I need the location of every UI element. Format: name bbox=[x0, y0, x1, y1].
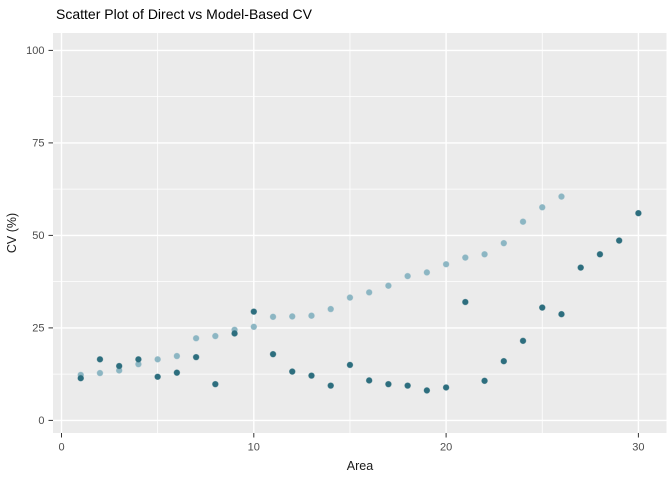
data-point-direct bbox=[538, 304, 546, 311]
y-tick-label: 100 bbox=[26, 45, 44, 57]
data-point-direct bbox=[519, 337, 527, 345]
data-point-model-based bbox=[423, 269, 431, 276]
chart-title: Scatter Plot of Direct vs Model-Based CV bbox=[56, 6, 313, 22]
y-tick-label: 25 bbox=[32, 323, 44, 335]
data-point-model-based bbox=[346, 294, 354, 301]
data-point-direct bbox=[481, 377, 488, 385]
data-point-direct bbox=[442, 384, 450, 391]
data-point-direct bbox=[288, 368, 296, 375]
data-point-model-based bbox=[462, 254, 469, 261]
data-point-direct bbox=[269, 350, 277, 358]
data-point-model-based bbox=[192, 334, 200, 342]
y-tick-label: 0 bbox=[38, 415, 44, 427]
data-point-direct bbox=[115, 362, 123, 370]
data-point-model-based bbox=[288, 313, 296, 320]
data-point-model-based bbox=[558, 193, 565, 200]
data-point-direct bbox=[327, 382, 335, 389]
data-point-direct bbox=[365, 377, 373, 384]
data-point-model-based bbox=[365, 289, 373, 296]
y-tick-label: 75 bbox=[32, 138, 44, 150]
data-point-direct bbox=[558, 310, 565, 318]
data-point-direct bbox=[135, 356, 142, 363]
x-tick-label: 10 bbox=[248, 442, 260, 454]
data-point-direct bbox=[596, 250, 604, 258]
data-point-direct bbox=[462, 298, 469, 306]
x-axis-title: Area bbox=[347, 459, 373, 473]
data-point-model-based bbox=[327, 305, 335, 313]
data-point-direct bbox=[173, 369, 181, 376]
data-point-direct bbox=[615, 237, 623, 244]
x-tick-label: 20 bbox=[440, 442, 452, 454]
data-point-model-based bbox=[500, 239, 508, 247]
data-point-model-based bbox=[250, 323, 258, 331]
data-point-model-based bbox=[385, 282, 392, 290]
data-point-direct bbox=[308, 372, 315, 379]
data-point-direct bbox=[192, 353, 200, 361]
data-point-direct bbox=[77, 374, 85, 382]
data-point-model-based bbox=[212, 332, 219, 340]
data-point-direct bbox=[96, 356, 104, 363]
data-point-model-based bbox=[96, 369, 104, 377]
data-point-model-based bbox=[519, 218, 527, 226]
x-tick-label: 30 bbox=[632, 442, 644, 454]
data-point-direct bbox=[577, 264, 585, 271]
panel-background bbox=[53, 33, 667, 433]
data-point-direct bbox=[385, 380, 392, 388]
data-point-model-based bbox=[538, 203, 546, 211]
x-tick-label: 0 bbox=[58, 442, 64, 454]
data-point-model-based bbox=[173, 352, 181, 360]
data-point-direct bbox=[404, 382, 411, 389]
data-point-direct bbox=[346, 361, 354, 369]
data-point-model-based bbox=[404, 272, 411, 280]
data-point-direct bbox=[250, 308, 258, 315]
plot-panel: 0 25 50 75 100 0 10 20 30 bbox=[26, 33, 667, 454]
data-point-direct bbox=[635, 209, 642, 217]
data-point-model-based bbox=[154, 356, 161, 363]
data-point-model-based bbox=[481, 250, 488, 258]
y-axis-title: CV (%) bbox=[5, 213, 19, 253]
y-tick-label: 50 bbox=[32, 230, 44, 242]
data-point-model-based bbox=[442, 260, 450, 268]
data-point-model-based bbox=[269, 313, 277, 321]
data-point-direct bbox=[231, 330, 238, 337]
data-point-direct bbox=[212, 380, 219, 388]
data-point-direct bbox=[500, 357, 508, 365]
data-point-model-based bbox=[308, 312, 315, 319]
data-point-direct bbox=[423, 387, 431, 394]
data-point-direct bbox=[154, 373, 161, 381]
